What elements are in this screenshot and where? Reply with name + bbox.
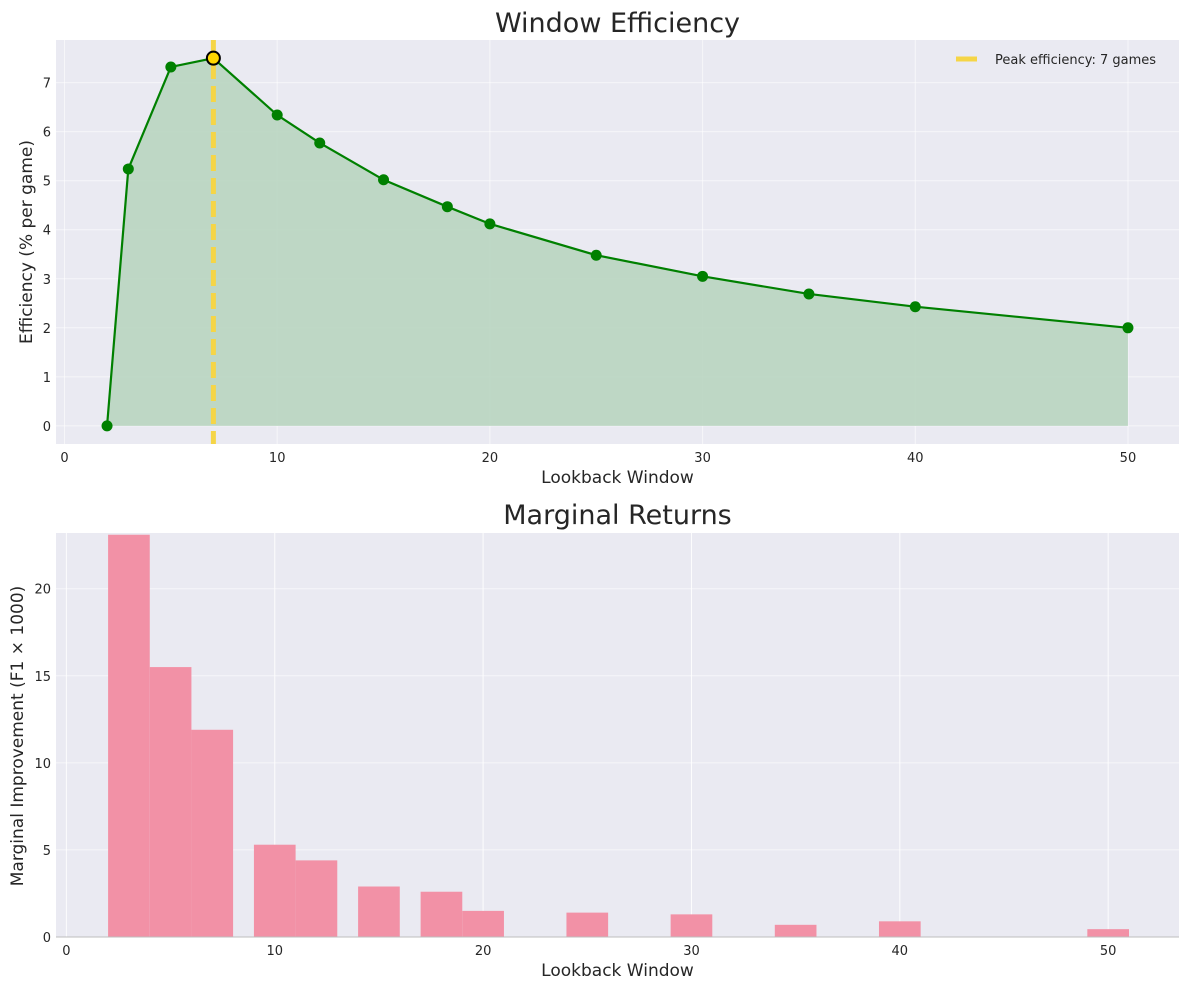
marginal-y-tick-label: 20 bbox=[34, 583, 51, 598]
marginal-bar bbox=[295, 860, 338, 937]
marginal-x-tick-label: 50 bbox=[1100, 944, 1117, 959]
marginal-bars bbox=[108, 534, 1129, 937]
efficiency-chart-title: Window Efficiency bbox=[495, 8, 740, 39]
efficiency-x-tick-label: 20 bbox=[482, 451, 499, 466]
efficiency-point bbox=[909, 301, 921, 313]
efficiency-point bbox=[484, 218, 496, 230]
efficiency-x-tick-label: 0 bbox=[60, 451, 68, 466]
efficiency-point bbox=[697, 270, 709, 282]
efficiency-point bbox=[590, 249, 602, 261]
efficiency-point bbox=[101, 420, 113, 432]
efficiency-y-axis-label: Efficiency (% per game) bbox=[17, 140, 37, 344]
marginal-returns-chart: 0 10 20 30 40 50 0 5 10 15 20 Marginal Returns Lo… bbox=[8, 500, 1179, 981]
efficiency-point bbox=[441, 201, 453, 213]
marginal-y-tick-label: 15 bbox=[34, 670, 51, 685]
marginal-y-axis-label: Marginal Improvement (F1 × 1000) bbox=[8, 586, 28, 887]
efficiency-point bbox=[122, 163, 134, 175]
efficiency-x-tick-label: 10 bbox=[269, 451, 286, 466]
efficiency-point bbox=[378, 174, 390, 186]
marginal-bar bbox=[1087, 929, 1129, 937]
marginal-y-ticks: 0 5 10 15 20 bbox=[34, 583, 51, 946]
marginal-x-tick-label: 0 bbox=[62, 944, 70, 959]
efficiency-legend: Peak efficiency: 7 games bbox=[956, 53, 1156, 68]
efficiency-x-tick-label: 50 bbox=[1120, 451, 1137, 466]
efficiency-filled-area bbox=[107, 58, 1128, 426]
efficiency-y-tick-label: 1 bbox=[43, 371, 51, 386]
efficiency-x-axis-label: Lookback Window bbox=[541, 468, 694, 488]
efficiency-y-tick-label: 4 bbox=[43, 224, 51, 239]
efficiency-y-tick-label: 5 bbox=[43, 175, 51, 190]
marginal-bar bbox=[253, 844, 296, 937]
marginal-x-axis-label: Lookback Window bbox=[541, 961, 694, 981]
efficiency-point bbox=[314, 137, 326, 149]
efficiency-point bbox=[1122, 322, 1134, 334]
efficiency-x-ticks: 0 10 20 30 40 50 bbox=[60, 451, 1136, 466]
marginal-bar bbox=[566, 912, 609, 937]
marginal-bar bbox=[878, 921, 921, 937]
marginal-y-tick-label: 10 bbox=[34, 757, 51, 772]
marginal-bar bbox=[191, 729, 234, 937]
efficiency-x-tick-label: 40 bbox=[907, 451, 924, 466]
marginal-bar bbox=[420, 891, 463, 937]
marginal-x-tick-label: 20 bbox=[475, 944, 492, 959]
efficiency-x-tick-label: 30 bbox=[694, 451, 711, 466]
efficiency-y-tick-label: 6 bbox=[43, 126, 51, 141]
marginal-x-ticks: 0 10 20 30 40 50 bbox=[62, 944, 1116, 959]
efficiency-y-tick-label: 3 bbox=[43, 273, 51, 288]
legend-peak-label: Peak efficiency: 7 games bbox=[995, 53, 1156, 68]
efficiency-y-tick-label: 7 bbox=[43, 77, 51, 92]
marginal-chart-title: Marginal Returns bbox=[503, 500, 732, 531]
marginal-bar bbox=[358, 886, 400, 937]
efficiency-y-tick-label: 2 bbox=[43, 322, 51, 337]
efficiency-y-tick-label: 0 bbox=[43, 420, 51, 435]
efficiency-point bbox=[271, 109, 283, 121]
efficiency-y-ticks: 0 1 2 3 4 5 6 7 bbox=[43, 77, 51, 435]
marginal-bar bbox=[108, 534, 150, 937]
marginal-bar bbox=[462, 910, 504, 937]
marginal-x-tick-label: 30 bbox=[683, 944, 700, 959]
marginal-bar bbox=[670, 914, 713, 937]
marginal-x-tick-label: 10 bbox=[266, 944, 283, 959]
marginal-y-tick-label: 0 bbox=[43, 931, 51, 946]
marginal-plot-area bbox=[56, 533, 1179, 937]
marginal-bar bbox=[149, 667, 192, 937]
efficiency-point bbox=[165, 61, 177, 73]
efficiency-chart: 0 10 20 30 40 50 0 1 2 3 4 5 6 7 Window Efficiency L… bbox=[17, 8, 1179, 488]
marginal-bar bbox=[774, 924, 817, 937]
peak-marker bbox=[205, 50, 221, 66]
efficiency-series-line bbox=[105, 56, 1129, 426]
marginal-y-tick-label: 5 bbox=[43, 844, 51, 859]
efficiency-point bbox=[803, 288, 815, 300]
marginal-x-tick-label: 40 bbox=[892, 944, 909, 959]
